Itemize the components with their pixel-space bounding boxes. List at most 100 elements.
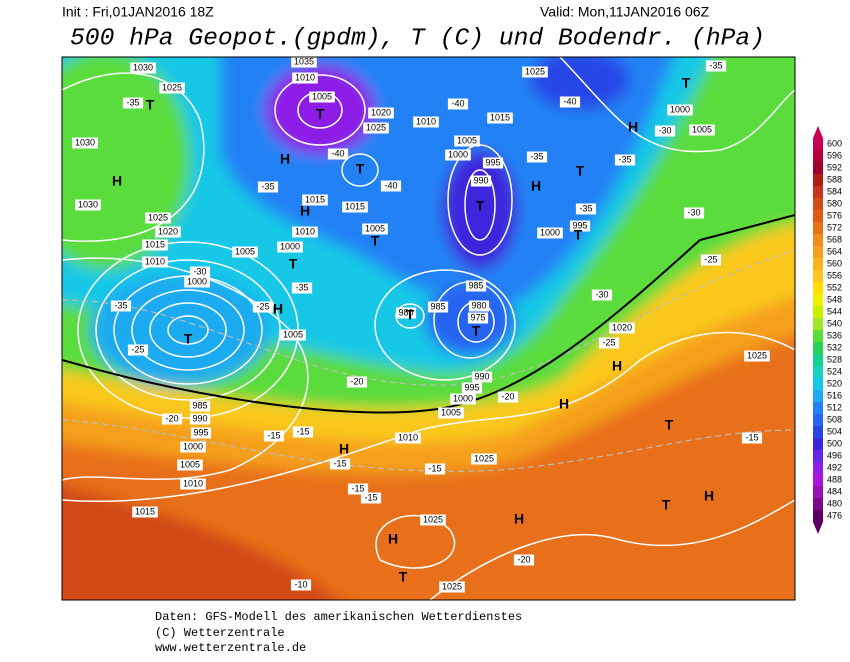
temperature-label: -40 [451,98,464,108]
colorbar-label: 528 [827,354,842,364]
temperature-label: -35 [618,154,631,164]
label-box [145,212,171,224]
label-box [705,60,727,72]
temperature-label: -20 [350,376,363,386]
label-box [72,137,98,149]
temperature-label: -35 [114,300,127,310]
label-box [468,300,490,312]
isobar-label: 1025 [148,212,168,222]
label-box [189,413,211,425]
label-box [292,426,314,438]
temperature-label: -35 [709,60,722,70]
isobar-label: 1025 [747,350,767,360]
map-title: 500 hPa Geopot.(gpdm), T (C) und Bodendr… [70,25,765,52]
temperature-label: -15 [745,432,758,442]
temperature-label: -35 [579,203,592,213]
colorbar-label: 500 [827,438,842,448]
label-box [362,223,388,235]
contour-552 [62,214,795,414]
pressure-center: T [576,163,585,179]
label-box [177,459,203,471]
temperature-label: -15 [267,430,280,440]
colorbar-swatch [813,222,823,234]
label-box [395,307,417,319]
label-box [598,337,620,349]
label-box [346,376,368,388]
pressure-center: T [574,227,583,243]
colorbar-label: 488 [827,474,842,484]
colorbar-swatch [813,270,823,282]
isobar-label: 1020 [612,322,632,332]
pressure-center: H [300,203,310,219]
colorbar-swatch [813,426,823,438]
isobar-label: 985 [468,280,483,290]
label-box [329,458,351,470]
label-box [454,135,480,147]
temperature-label: -30 [193,266,206,276]
footer-line: (C) Wetterzentrale [155,626,285,640]
label-box [127,344,149,356]
label-box [575,203,597,215]
label-box [614,154,636,166]
isobar-label: 1005 [235,246,255,256]
label-box [424,463,446,475]
colorbar-swatch [813,138,823,150]
pressure-center: T [316,106,325,122]
isobar-label: 1005 [283,329,303,339]
colorbar-swatch [813,390,823,402]
label-box [263,430,285,442]
label-box [159,82,185,94]
pressure-center: H [559,396,569,412]
isobar-label: 1025 [525,66,545,76]
isobar-label: 1010 [416,116,436,126]
label-box [420,514,446,526]
isobar-label: 1025 [442,581,462,591]
colorbar-label: 600 [827,138,842,148]
colorbar-label: 512 [827,402,842,412]
valid-time: Valid: Mon,11JAN2016 06Z [540,4,710,20]
label-box [513,554,535,566]
pressure-center: T [399,569,408,585]
colorbar-cap [813,126,823,138]
isobar-label: 1000 [670,104,690,114]
colorbar-swatch [813,450,823,462]
label-box [180,441,206,453]
label-box [302,194,328,206]
temperature-label: -10 [294,579,307,589]
isobar-label: 1015 [490,112,510,122]
isobar-label: 1030 [75,137,95,147]
colorbar-label: 588 [827,174,842,184]
temperature-label: -20 [165,413,178,423]
colorbar-swatch [813,402,823,414]
colorbar-swatch [813,234,823,246]
isobar-label: 1000 [453,393,473,403]
temperature-label: -15 [296,426,309,436]
label-box [122,97,144,109]
label-box [380,180,402,192]
label-box [700,254,722,266]
label-box [465,280,487,292]
pressure-center: H [514,511,524,527]
label-box [277,241,303,253]
colorbar-swatch [813,510,823,522]
temperature-label: -25 [256,301,269,311]
isobar-label: 1000 [448,149,468,159]
colorbar-swatch [813,366,823,378]
label-box [368,107,394,119]
isobar-label: 995 [572,220,587,230]
field-blob [530,57,630,110]
colorbar-swatch [813,462,823,474]
footer-line: Daten: GFS-Modell des amerikanischen Wet… [155,610,522,624]
field-warm [62,485,338,600]
isobar-label: 1015 [345,201,365,211]
isobar-label: 1025 [474,453,494,463]
pressure-center: T [356,161,365,177]
map-labels: 1030 1025 1030 1030 1025 1020 1015 1010 1000 1010… [72,57,770,593]
isobar-label: 1030 [133,62,153,72]
label-box [292,226,318,238]
temperature-label: -25 [602,337,615,347]
pressure-center: H [339,441,349,457]
label-box [395,432,421,444]
isobar-label: 1015 [145,239,165,249]
